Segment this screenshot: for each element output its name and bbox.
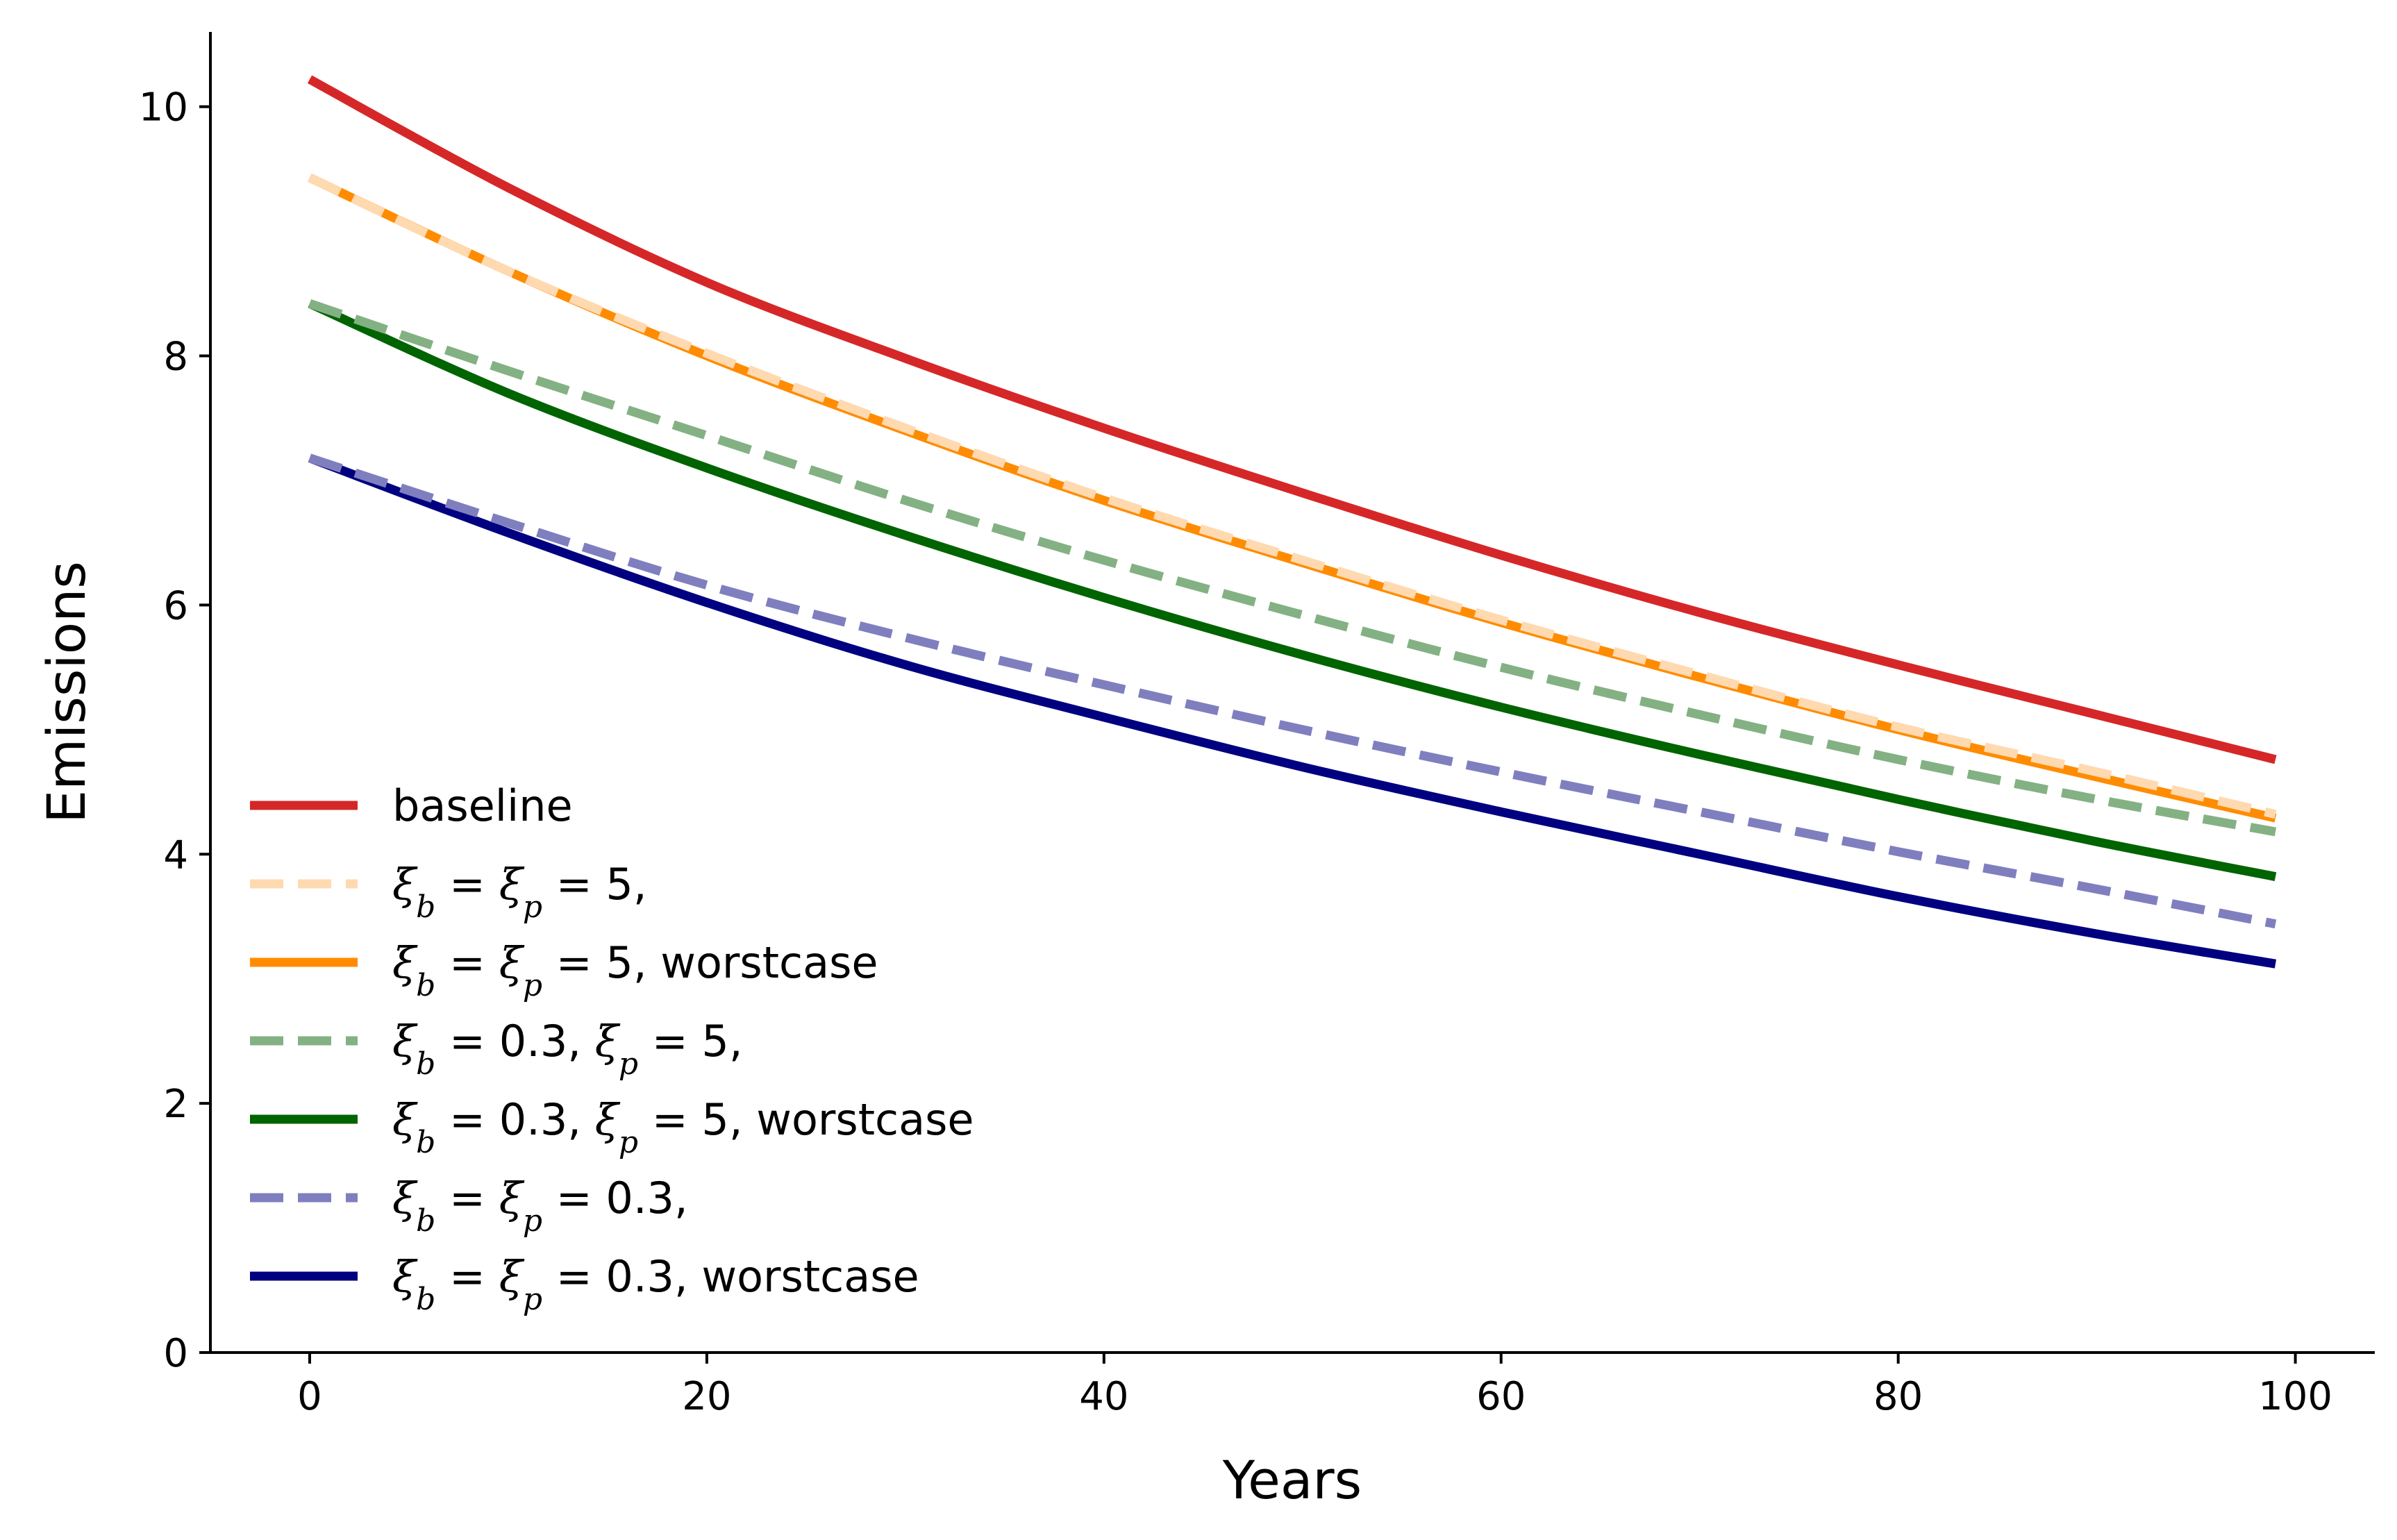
ticks: 0 20 40 60 80 100 0 2 4 6 8 10 — [139, 85, 2332, 1419]
x-axis-label: Years — [1222, 1449, 1362, 1511]
x-tick-label: 80 — [1873, 1374, 1923, 1419]
series-line — [308, 453, 2277, 969]
x-tick-label: 40 — [1079, 1374, 1128, 1419]
series-line — [308, 174, 2277, 819]
legend-label: ξb = ξp = 5, worstcase — [392, 937, 878, 1003]
legend-label: ξb = ξp = 0.3, — [392, 1173, 688, 1239]
series-line — [307, 75, 2277, 764]
y-tick-label: 8 — [163, 335, 188, 380]
x-tick-label: 0 — [297, 1374, 322, 1419]
axes — [209, 32, 2375, 1354]
legend-label: ξb = ξp = 5, — [392, 859, 647, 925]
series-line — [308, 453, 2277, 929]
legend-label: baseline — [392, 780, 573, 831]
legend-label: ξb = 0.3, ξp = 5, worstcase — [392, 1094, 974, 1160]
y-tick-label: 2 — [163, 1082, 188, 1127]
plot-lines — [307, 75, 2277, 969]
legend-label: ξb = ξp = 0.3, worstcase — [392, 1251, 919, 1317]
series-line — [308, 299, 2277, 881]
y-tick-label: 10 — [139, 85, 188, 131]
x-tick-label: 20 — [682, 1374, 731, 1419]
y-axis-label: Emissions — [35, 561, 97, 823]
series-line — [308, 174, 2277, 823]
y-tick-label: 4 — [163, 832, 188, 878]
y-tick-label: 6 — [163, 583, 188, 628]
legend: baseline ξb = ξp = 5, ξb = ξp = 5, worstca… — [250, 780, 974, 1317]
legend-label: ξb = 0.3, ξp = 5, — [392, 1016, 743, 1082]
y-tick-label: 0 — [163, 1331, 188, 1376]
series-line — [308, 299, 2277, 837]
x-tick-label: 100 — [2258, 1374, 2332, 1419]
x-tick-label: 60 — [1476, 1374, 1526, 1419]
